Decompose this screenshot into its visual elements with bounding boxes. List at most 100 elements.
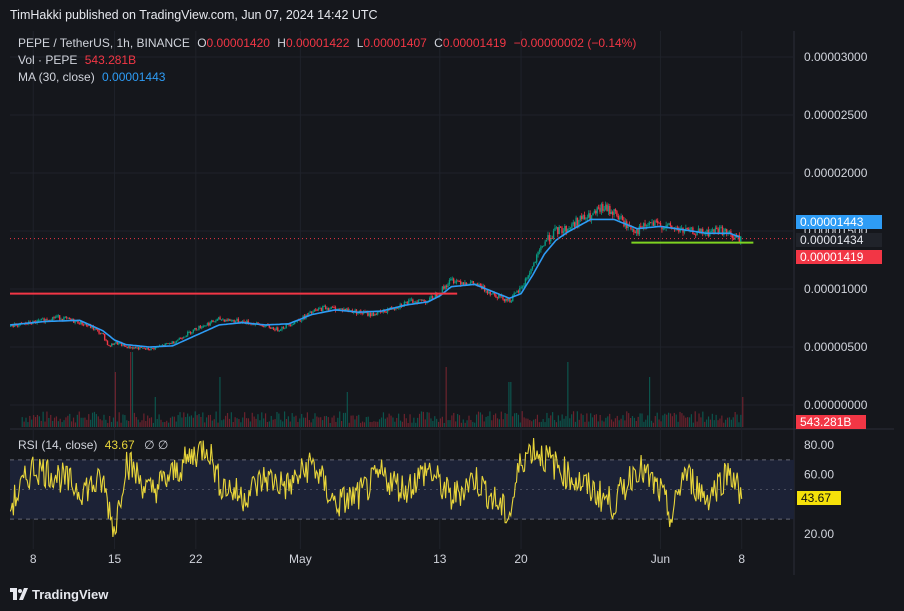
volume-bar (559, 420, 561, 427)
volume-bar (557, 415, 559, 427)
volume-bar (95, 414, 97, 427)
candle-body (306, 314, 309, 316)
candle-body (699, 228, 701, 232)
ma-30-line (9, 218, 740, 348)
candle-body (645, 225, 648, 227)
volume-bar (255, 418, 257, 427)
candle-body (94, 328, 96, 330)
candle-body (711, 229, 714, 231)
candle-body (450, 278, 452, 281)
candle-body (144, 348, 147, 350)
volume-bar (437, 421, 440, 427)
candle-body (497, 295, 500, 299)
volume-bar (217, 422, 219, 427)
volume-bar (403, 413, 405, 427)
candle-body (215, 320, 217, 322)
volume-bar (595, 414, 597, 427)
volume-bar (418, 413, 421, 427)
volume-bar (544, 422, 546, 427)
volume-bar (460, 422, 462, 427)
candle-body (693, 233, 695, 235)
time-axis-tick-label: 8 (30, 552, 37, 566)
volume-bar (483, 421, 485, 427)
volume-bar (183, 412, 185, 427)
volume-bar (147, 415, 149, 427)
volume-bar (525, 418, 527, 427)
candle-body (630, 226, 632, 230)
candle-body (538, 250, 541, 252)
candle-body (386, 309, 389, 313)
candle-body (671, 225, 673, 229)
candle-body (462, 282, 465, 285)
volume-bar (542, 419, 544, 427)
volume-bar (650, 420, 653, 427)
candle-body (78, 323, 81, 325)
candle-body (343, 308, 345, 311)
volume-bar (261, 412, 263, 427)
volume-bar (574, 421, 577, 427)
candle-body (631, 229, 634, 231)
tradingview-logo-icon (10, 588, 28, 600)
volume-bar (110, 421, 113, 427)
volume-bar (263, 418, 265, 427)
candle-body (170, 343, 172, 345)
candle-body (26, 323, 28, 325)
volume-bar (257, 414, 259, 427)
volume-bar (645, 419, 647, 427)
candle-body (113, 343, 116, 345)
volume-bar (569, 418, 571, 427)
candle-body (492, 292, 494, 294)
candle-body (350, 310, 352, 312)
candle-body (713, 229, 715, 233)
volume-bar (348, 422, 350, 427)
volume-bar (200, 416, 202, 427)
candle-body (702, 228, 704, 234)
candle-body (696, 231, 698, 236)
candle-body (341, 308, 344, 311)
volume-bar (401, 421, 404, 427)
candle-body (514, 292, 517, 294)
candle-body (540, 246, 542, 251)
volume-bar (154, 397, 156, 427)
volume-bar (481, 414, 483, 427)
candle-body (330, 306, 332, 309)
volume-bar (80, 417, 82, 427)
candle-body (417, 299, 420, 304)
volume-bar (702, 411, 704, 427)
candle-body (42, 318, 44, 320)
candle-body (589, 213, 591, 221)
candle-body (541, 246, 544, 248)
candle-body (381, 311, 383, 313)
volume-bar (52, 420, 54, 427)
candle-body (652, 222, 655, 226)
volume-bar (194, 411, 196, 427)
candle-body (177, 339, 179, 341)
volume-bar (240, 422, 242, 427)
candle-body (502, 295, 504, 300)
candle-body (130, 347, 133, 349)
ma-value: 0.00001443 (102, 70, 166, 84)
volume-bar (354, 419, 356, 427)
chart-canvas[interactable]: 0.000030000.000025000.000020000.00001500… (9, 31, 894, 575)
candle-body (700, 228, 703, 232)
volume-bar (270, 415, 272, 427)
candle-body (247, 320, 249, 324)
volume-bar (586, 413, 588, 427)
candle-body (454, 282, 456, 284)
candle-body (550, 238, 552, 242)
volume-bar (422, 411, 424, 427)
candle-body (239, 321, 241, 323)
volume-bar (504, 413, 506, 427)
candle-body (338, 308, 341, 310)
candle-body (543, 245, 545, 247)
tradingview-logo[interactable]: TradingView (10, 587, 108, 602)
rsi-visibility-icons[interactable]: ∅ ∅ (144, 438, 169, 452)
candle-body (282, 327, 285, 329)
candle-body (208, 323, 210, 326)
chart-frame[interactable]: 0.00003000 0.00002500 0.00002000 0.00001500… (9, 31, 894, 575)
candle-body (528, 273, 531, 276)
candle-body (607, 206, 610, 212)
volume-bar (529, 420, 531, 427)
volume-bar (639, 413, 641, 427)
volume-bar (150, 417, 153, 427)
